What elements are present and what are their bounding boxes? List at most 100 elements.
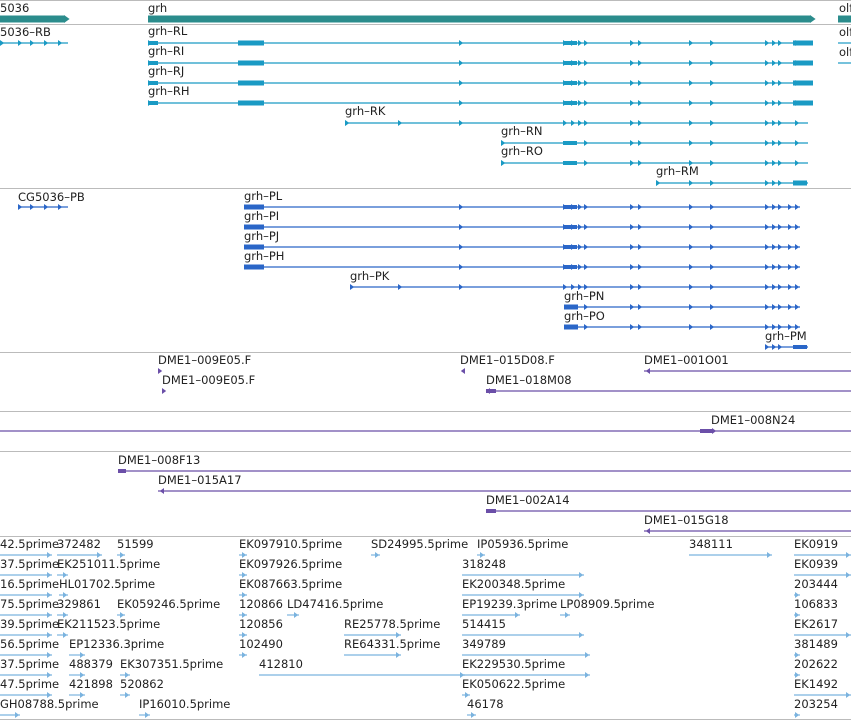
exon-arrow: [120, 552, 125, 558]
exon-arrow: [689, 204, 694, 210]
exon-arrow: [810, 15, 816, 23]
exon-block: [793, 100, 813, 106]
exon-arrow: [767, 552, 772, 558]
exon-arrow: [638, 100, 643, 106]
exon-arrow: [630, 264, 635, 270]
clone-label: DME1–018M08: [486, 373, 572, 387]
exon-block: [563, 161, 577, 165]
exon-arrow: [846, 572, 851, 578]
transcript-label: 5036–RB: [0, 25, 51, 39]
exon-arrow: [710, 224, 715, 230]
exon-arrow: [563, 264, 568, 270]
exon-arrow: [578, 264, 583, 270]
exon-arrow: [578, 244, 583, 250]
est-label: 349789: [462, 637, 506, 651]
exon-arrow: [294, 612, 299, 618]
exon-arrow: [459, 100, 464, 106]
exon-arrow: [689, 120, 694, 126]
est-label: EK211523.5prime: [57, 617, 160, 631]
exon-arrow: [501, 140, 506, 146]
exon-arrow: [689, 40, 694, 46]
exon-arrow: [795, 652, 800, 658]
exon-arrow: [148, 60, 153, 66]
exon-arrow: [846, 692, 851, 698]
exon-arrow: [80, 652, 85, 658]
exon-arrow: [64, 15, 70, 23]
exon-arrow: [30, 204, 35, 210]
exon-arrow: [795, 324, 800, 330]
exon-arrow: [584, 224, 589, 230]
transcript-label: grh–RI: [148, 44, 184, 58]
exon-arrow: [778, 140, 783, 146]
exon-arrow: [47, 692, 52, 698]
exon-arrow: [584, 120, 589, 126]
exon-arrow: [571, 224, 576, 230]
exon-arrow: [18, 40, 23, 46]
exon-arrow: [459, 40, 464, 46]
exon-arrow: [689, 140, 694, 146]
exon-arrow: [689, 80, 694, 86]
exon-arrow: [584, 80, 589, 86]
exon-block: [486, 509, 496, 513]
exon-arrow: [772, 224, 777, 230]
exon-arrow: [788, 324, 793, 330]
exon-arrow: [47, 652, 52, 658]
exon-block: [563, 245, 577, 249]
exon-arrow: [578, 80, 583, 86]
exon-arrow: [579, 592, 584, 598]
est-label: 39.5prime: [0, 617, 59, 631]
exon-arrow: [778, 60, 783, 66]
exon-arrow: [689, 224, 694, 230]
exon-arrow: [712, 428, 717, 434]
exon-arrow: [710, 100, 715, 106]
exon-arrow: [710, 304, 715, 310]
est-label: 47.5prime: [0, 677, 59, 691]
est-label: EK200348.5prime: [462, 577, 565, 591]
exon-arrow: [795, 160, 800, 166]
exon-arrow: [788, 204, 793, 210]
est-label: LD47416.5prime: [287, 597, 383, 611]
exon-arrow: [578, 120, 583, 126]
est-label: EP12336.3prime: [69, 637, 164, 651]
est-label: EK087663.5prime: [239, 577, 342, 591]
exon-arrow: [772, 40, 777, 46]
exon-arrow: [689, 284, 694, 290]
exon-arrow: [15, 712, 20, 718]
est-label: 42.5prime: [0, 537, 59, 551]
exon-arrow: [710, 160, 715, 166]
exon-arrow: [795, 224, 800, 230]
exon-arrow: [772, 304, 777, 310]
exon-arrow: [63, 592, 68, 598]
exon-arrow: [710, 60, 715, 66]
exon-arrow: [795, 304, 800, 310]
est-label: 514415: [462, 617, 506, 631]
exon-arrow: [772, 120, 777, 126]
clone-label: DME1–009E05.F: [158, 353, 251, 367]
exon-arrow: [778, 284, 783, 290]
exon-arrow: [125, 672, 130, 678]
exon-arrow: [778, 244, 783, 250]
est-label: 37.5prime: [0, 657, 59, 671]
exon-arrow: [578, 284, 583, 290]
est-label: 102490: [239, 637, 283, 651]
exon-arrow: [459, 120, 464, 126]
exon-arrow: [772, 324, 777, 330]
exon-arrow: [772, 60, 777, 66]
exon-arrow: [795, 612, 800, 618]
exon-arrow: [375, 552, 380, 558]
exon-arrow: [501, 160, 506, 166]
exon-arrow: [563, 244, 568, 250]
exon-arrow: [465, 692, 470, 698]
exon-arrow: [765, 244, 770, 250]
est-label: 421898: [69, 677, 113, 691]
gene-bar: [0, 15, 64, 23]
protein-label: grh–PL: [244, 189, 283, 203]
exon-arrow: [63, 612, 68, 618]
exon-block: [793, 40, 813, 46]
transcript-label: grh–RN: [501, 124, 542, 138]
exon-arrow: [563, 224, 568, 230]
exon-block: [563, 205, 577, 209]
exon-arrow: [148, 40, 153, 46]
exon-arrow: [689, 244, 694, 250]
